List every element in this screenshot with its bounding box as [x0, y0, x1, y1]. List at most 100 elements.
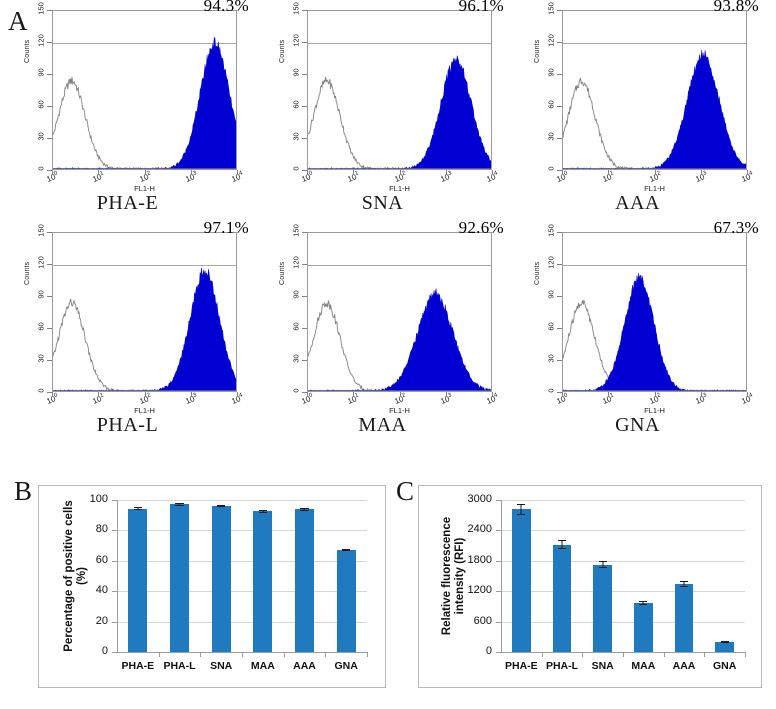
- flow-gridline-120: [563, 265, 746, 266]
- bar: [128, 508, 148, 652]
- error-bar-cap-bottom: [341, 549, 351, 551]
- bar-chart-category-label: AAA: [293, 660, 316, 672]
- bar: [253, 511, 273, 652]
- bar: [593, 564, 613, 652]
- error-bar: [517, 503, 526, 515]
- percent-positive-label: 92.6%: [458, 218, 504, 237]
- flow-histogram-traces: [563, 272, 746, 391]
- flow-plot-frame: [562, 10, 747, 170]
- flow-y-tick-label: 0: [546, 388, 556, 393]
- flow-x-tick-mark: [562, 392, 563, 396]
- flow-plot-pha-e: Counts 0 30 60 90 120 150 94.3% 100 101 102 103 104 F…: [0, 0, 255, 220]
- sample-trace: [563, 272, 746, 391]
- error-bar-stem: [303, 508, 305, 511]
- control-trace: [563, 299, 746, 391]
- flow-gridline-120: [563, 43, 746, 44]
- flow-y-tick-label: 60: [546, 100, 556, 109]
- flow-x-tick-label: 104: [740, 392, 755, 406]
- bar-chart-category-label: PHA-L: [163, 660, 196, 672]
- flow-y-tick-label: 150: [36, 224, 46, 237]
- bar-chart-plot-area: 0 20 40 60 80 100: [90, 493, 368, 657]
- bar-chart-gridline: [501, 621, 745, 623]
- bar-chart-x-tick-mark: [745, 652, 746, 657]
- flow-y-tick-label: 90: [291, 68, 301, 77]
- bar-chart-y-tick-label: 600: [473, 614, 492, 627]
- error-bar-stem: [642, 600, 644, 605]
- bar-chart-x-tick-mark: [200, 652, 202, 657]
- flow-y-tick-label: 0: [546, 166, 556, 171]
- error-bar: [133, 507, 143, 511]
- flow-x-tick-mark: [399, 170, 401, 174]
- flow-histogram-traces: [308, 55, 491, 169]
- flow-x-tick-label: 102: [393, 392, 408, 406]
- error-bar: [341, 548, 351, 551]
- flow-y-axis-title: Counts: [534, 39, 541, 63]
- flow-x-tick-label: 100: [300, 170, 315, 184]
- flow-x-tick-mark: [608, 392, 610, 396]
- flow-y-tick-label: 120: [546, 256, 556, 269]
- flow-plot-frame: [307, 10, 492, 170]
- bar-chart-y-tick-label: 100: [89, 493, 108, 505]
- bar-chart-gridline: [117, 621, 367, 623]
- lectin-name-label: SNA: [361, 192, 404, 214]
- percent-positive-label: 94.3%: [203, 0, 249, 15]
- flow-x-tick-label: 104: [230, 392, 245, 406]
- bar-chart-gridline: [501, 560, 745, 562]
- flow-x-tick-label: 101: [91, 392, 106, 406]
- bar-chart-y-tick-label: 1200: [467, 584, 492, 597]
- error-bar-cap-top: [133, 507, 143, 509]
- flow-y-axis-title: Counts: [279, 261, 286, 285]
- bar-chart-x-tick-mark: [158, 652, 160, 657]
- flow-x-tick-label: 104: [740, 170, 755, 184]
- flow-histogram-traces: [53, 37, 236, 169]
- error-bar-stem: [602, 561, 604, 569]
- bar-chart-category-label: GNA: [712, 660, 737, 672]
- error-bar-cap-top: [341, 548, 351, 550]
- flow-y-tick-mark: [47, 10, 52, 11]
- bar-chart-y-tick-mark: [496, 560, 501, 562]
- bar: [169, 504, 190, 652]
- flow-y-tick-mark: [47, 106, 52, 107]
- flow-x-tick-mark: [700, 170, 702, 174]
- bar-chart-category-label: AAA: [672, 660, 696, 672]
- flow-x-tick-mark: [353, 170, 355, 174]
- flow-x-tick-label: 103: [694, 170, 709, 184]
- bar-chart-category-label: GNA: [334, 660, 358, 672]
- flow-x-tick-label: 100: [45, 392, 60, 406]
- bar-chart-category-label: SNA: [210, 660, 233, 672]
- bar-chart-category-label: PHA-L: [545, 660, 579, 672]
- flow-x-tick-label: 103: [439, 170, 454, 184]
- bar-chart-y-tick-mark: [112, 500, 117, 501]
- bar-chart-x-tick-mark: [704, 652, 706, 657]
- flow-x-tick-mark: [144, 170, 146, 174]
- bar-chart-x-tick-mark: [541, 652, 543, 657]
- bar-chart-gridline: [117, 560, 367, 562]
- flow-x-tick-mark: [52, 170, 53, 174]
- lectin-name-label: AAA: [615, 192, 660, 214]
- flow-y-tick-label: 0: [291, 166, 301, 171]
- error-bar-cap-bottom: [639, 603, 648, 605]
- flow-plot-pha-l: Counts 0 30 60 90 120 150 97.1% 100 101 102 103 104 F…: [0, 218, 255, 442]
- flow-plot-aaa: Counts 0 30 60 90 120 150 93.8% 100 101 102 103 104 F…: [510, 0, 765, 220]
- flow-x-tick-mark: [445, 170, 447, 174]
- flow-x-tick-mark: [237, 392, 238, 396]
- bar-chart-y-tick-mark: [496, 652, 501, 653]
- error-bar-stem: [520, 503, 522, 515]
- flow-x-tick-mark: [307, 392, 308, 396]
- flow-plot-frame: [562, 232, 747, 392]
- error-bar-cap-bottom: [679, 585, 689, 587]
- bar-chart-y-tick-mark: [112, 530, 117, 532]
- error-bar-cap-top: [258, 509, 268, 511]
- bar-chart-gridline: [501, 591, 745, 593]
- sample-trace: [563, 49, 746, 169]
- bar: [511, 509, 531, 652]
- panel-b-bar-chart: Percentage of positive cells (%) PHA-E PHA-…: [38, 485, 386, 688]
- error-bar-cap-top: [639, 600, 648, 602]
- flow-x-tick-exponent: 1: [609, 170, 615, 178]
- flow-y-tick-mark: [302, 74, 307, 75]
- flow-x-tick-mark: [700, 392, 702, 396]
- sample-trace: [308, 288, 491, 391]
- flow-y-tick-label: 90: [36, 290, 46, 299]
- bar-chart-category-label: PHA-E: [121, 660, 155, 672]
